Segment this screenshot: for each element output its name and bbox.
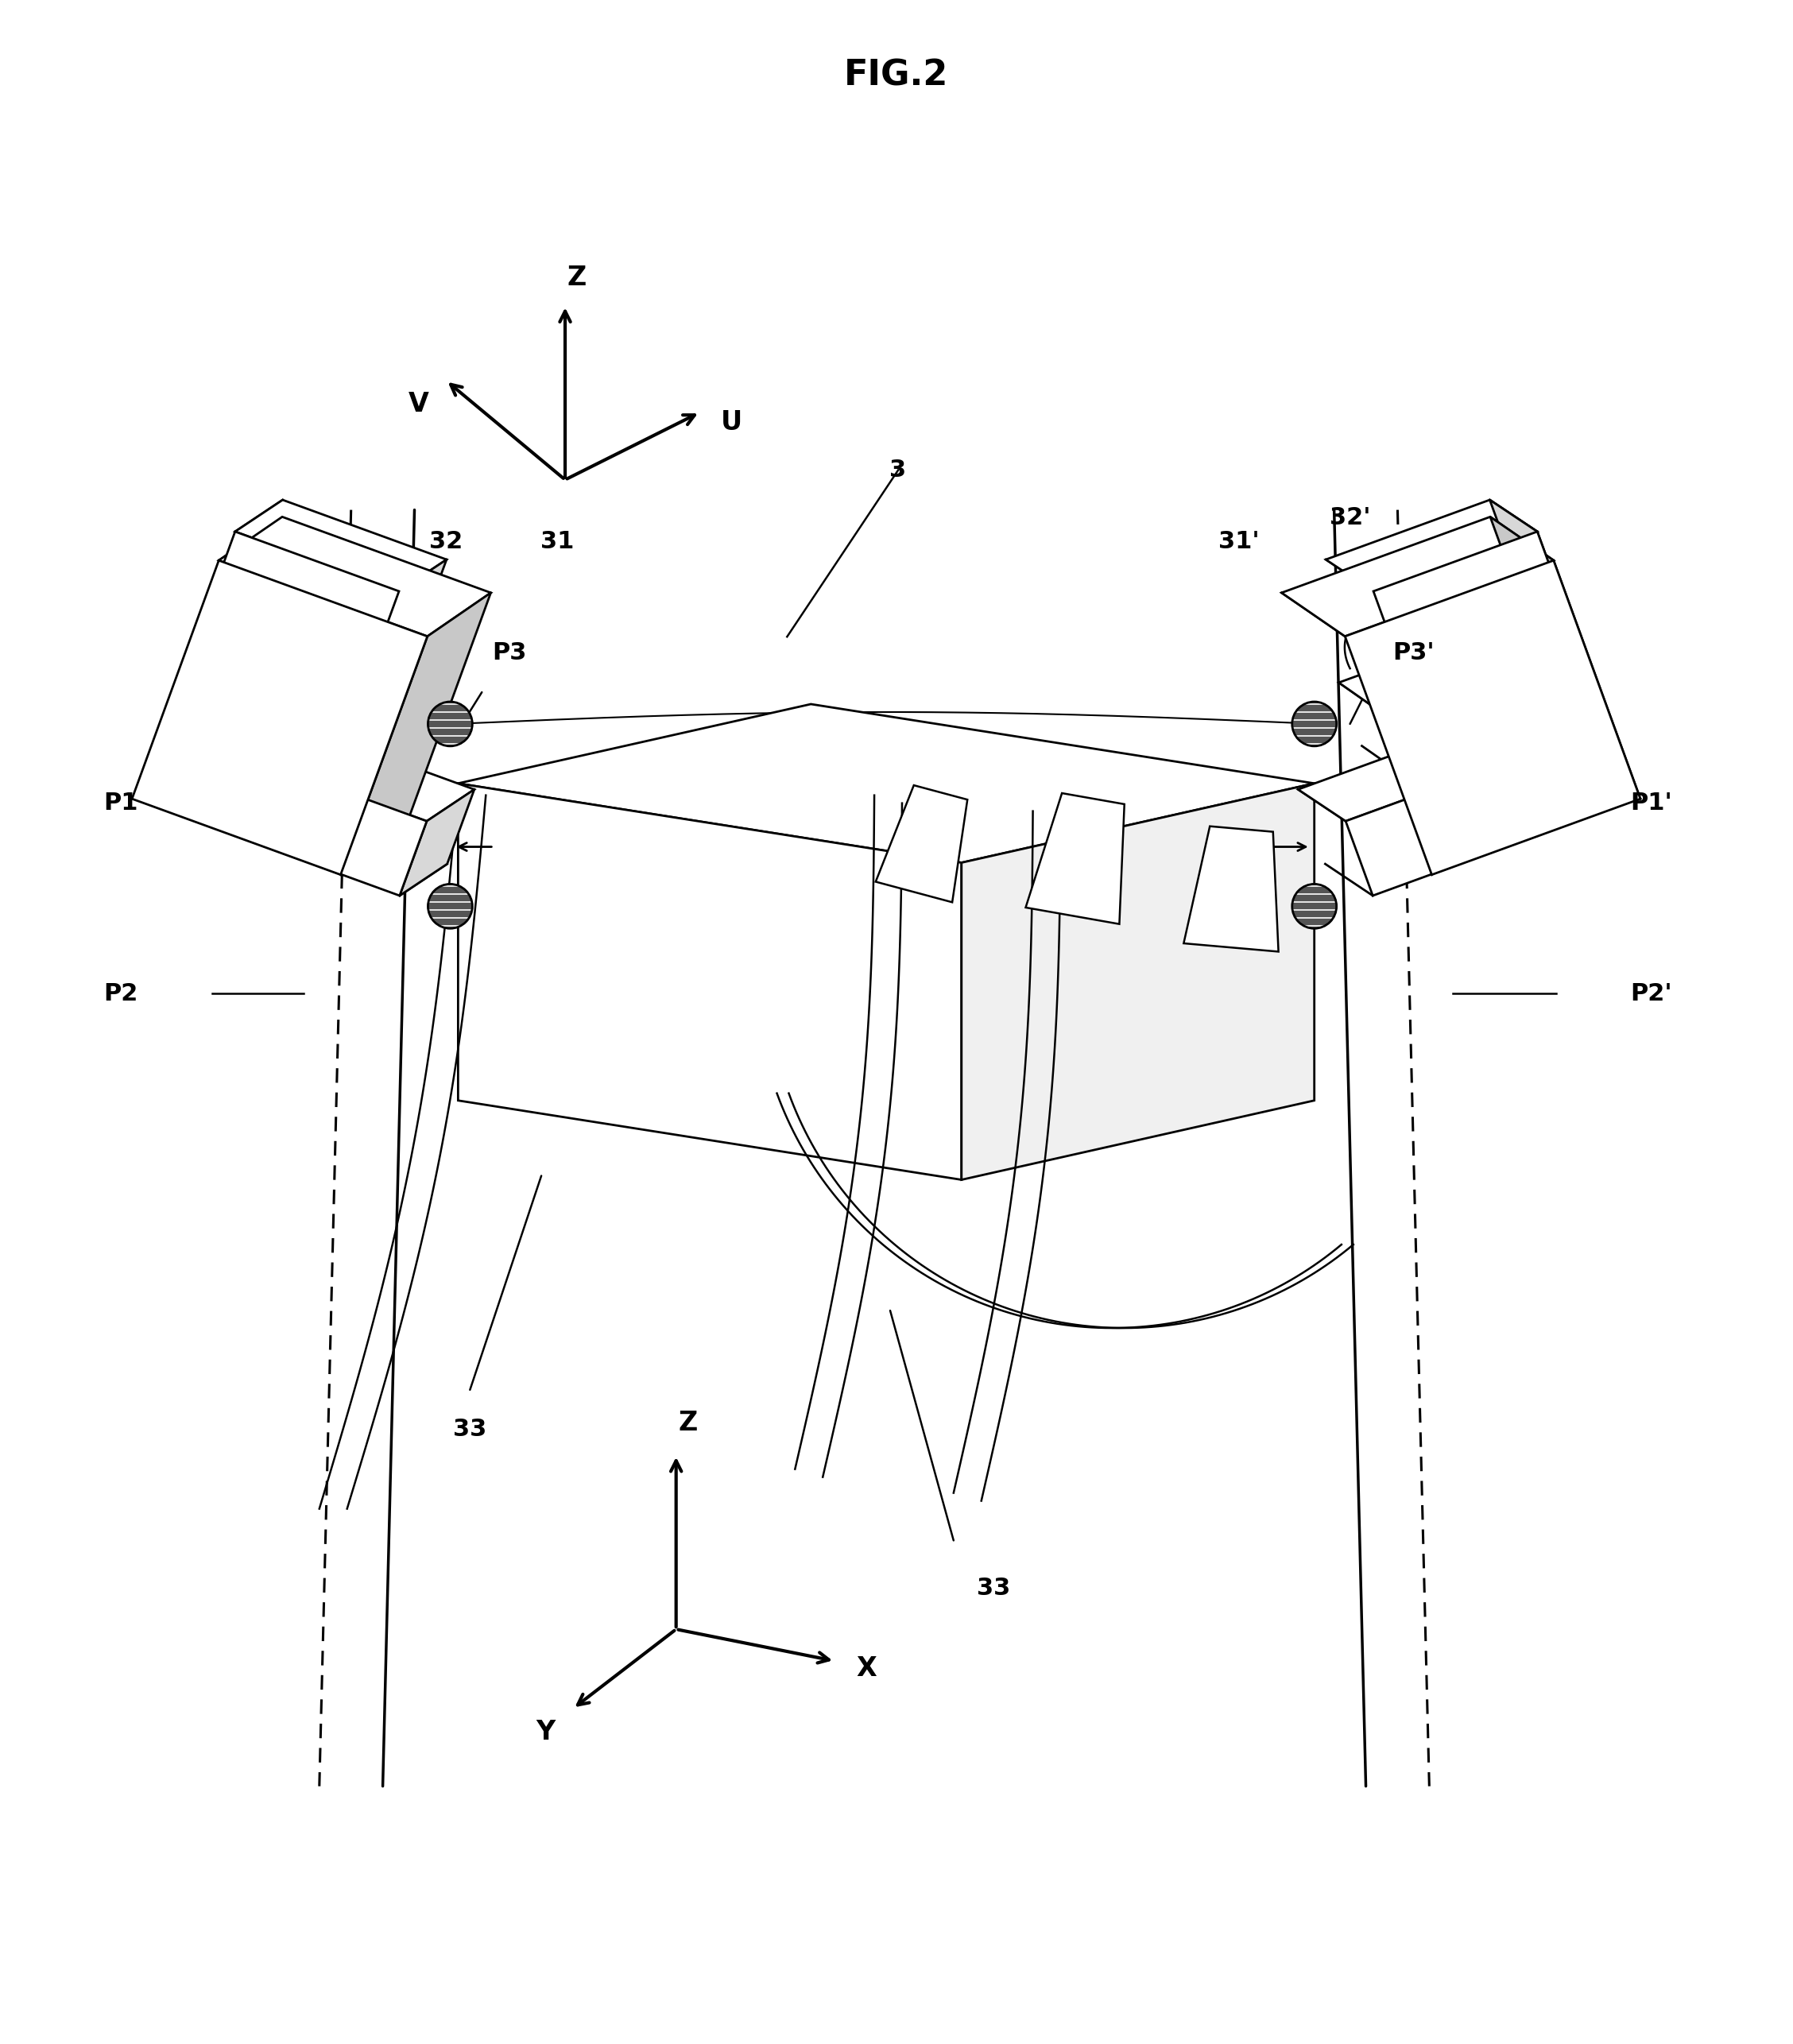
Text: V: V [409,390,429,417]
Polygon shape [1472,634,1535,726]
Polygon shape [341,593,491,875]
Polygon shape [1325,501,1537,591]
Polygon shape [875,785,968,901]
Text: 33: 33 [977,1576,1009,1600]
Text: P2: P2 [104,981,138,1006]
Circle shape [429,701,472,746]
Polygon shape [1373,531,1565,666]
Circle shape [1293,701,1336,746]
Polygon shape [1490,517,1641,799]
Polygon shape [1461,730,1537,836]
Polygon shape [1282,517,1553,636]
Polygon shape [400,789,475,895]
Text: 32': 32' [1330,507,1370,529]
Text: P2': P2' [1630,981,1673,1006]
Polygon shape [457,703,1314,863]
Polygon shape [235,501,446,591]
Polygon shape [264,730,475,822]
Text: 31: 31 [540,529,574,554]
Polygon shape [133,560,427,875]
Polygon shape [235,762,427,895]
Circle shape [1293,885,1336,928]
Polygon shape [1183,826,1278,953]
Text: 31': 31' [1219,529,1259,554]
Text: Z: Z [567,264,586,290]
Circle shape [429,885,472,928]
Text: P3: P3 [493,642,527,664]
Polygon shape [1339,634,1513,711]
Polygon shape [237,662,394,773]
Polygon shape [961,783,1314,1179]
Text: U: U [721,409,742,435]
Polygon shape [208,531,400,666]
Polygon shape [260,634,434,711]
Polygon shape [1347,762,1537,895]
Polygon shape [457,783,961,1179]
Text: X: X [855,1656,877,1682]
Text: 3: 3 [889,458,907,482]
Text: P1: P1 [104,791,138,816]
Polygon shape [1490,501,1565,607]
Polygon shape [1298,730,1510,822]
Text: P3': P3' [1393,642,1434,664]
Polygon shape [1345,560,1641,875]
Text: 32: 32 [429,529,463,554]
Text: Z: Z [678,1410,697,1437]
Polygon shape [371,560,446,666]
Text: 33: 33 [454,1419,486,1441]
Text: Y: Y [536,1719,554,1746]
Polygon shape [1379,662,1535,773]
Text: P1': P1' [1630,791,1673,816]
Text: FIG.2: FIG.2 [845,59,948,92]
Polygon shape [1026,793,1124,924]
Polygon shape [371,683,434,773]
Polygon shape [219,517,491,636]
